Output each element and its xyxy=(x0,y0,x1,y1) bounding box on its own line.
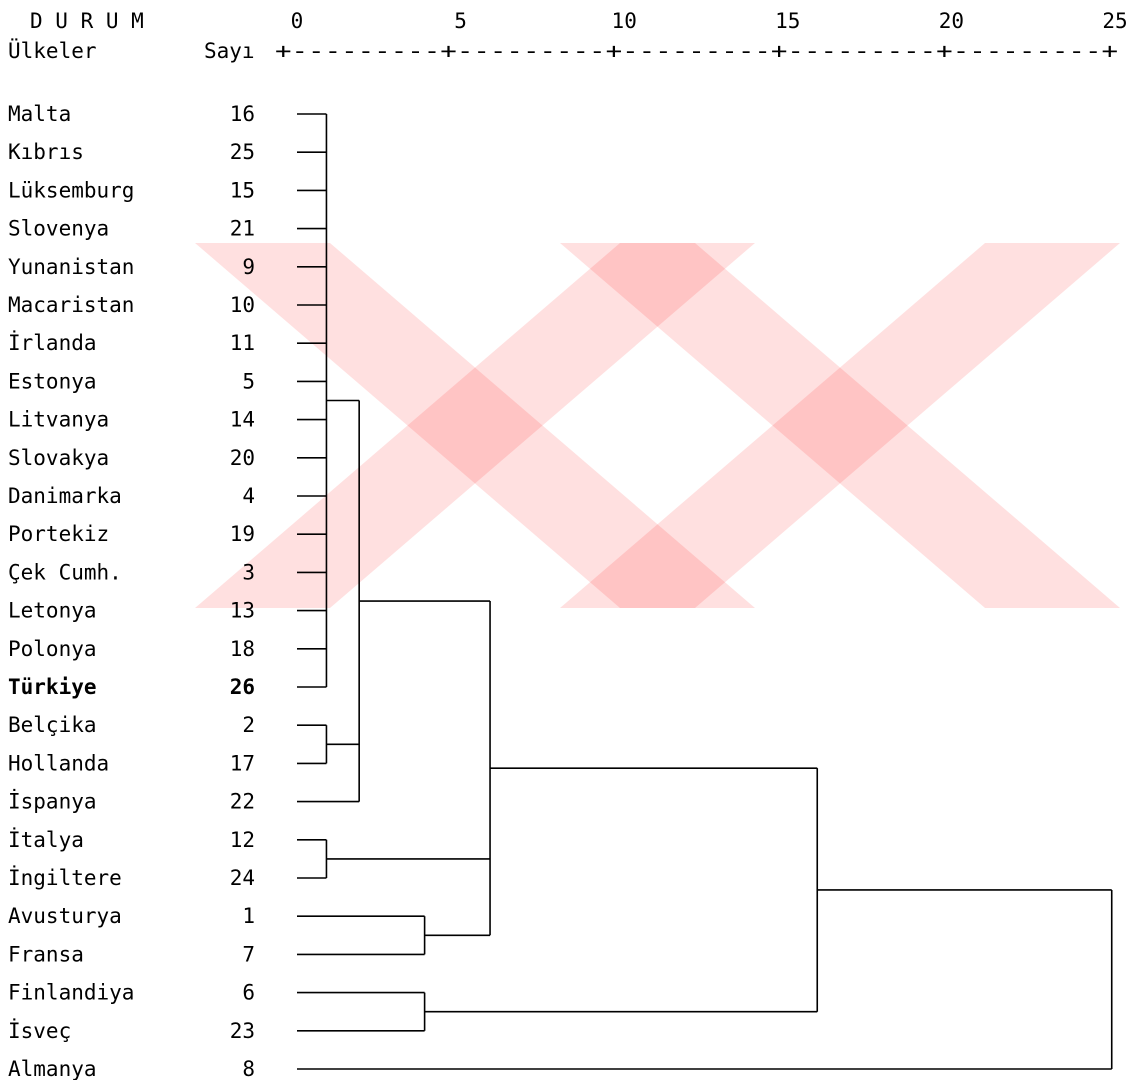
x-tick-labels: 0 5 10 15 20 25 xyxy=(291,9,1128,33)
leaf-case-number: 10 xyxy=(230,293,255,317)
leaf-country-label: Belçika xyxy=(8,713,97,737)
leaf-case-number: 4 xyxy=(242,484,255,508)
leaf-country-label: Finlandiya xyxy=(8,981,134,1005)
leaf-case-number: 25 xyxy=(230,140,255,164)
leaf-case-number: 3 xyxy=(242,560,255,584)
leaf-case-number: 12 xyxy=(230,828,255,852)
leaf-case-number: 6 xyxy=(242,981,255,1005)
leaf-case-number: 5 xyxy=(242,369,255,393)
leaf-case-number: 11 xyxy=(230,331,255,355)
x-tick-label: 15 xyxy=(775,9,800,33)
leaf-case-number: 18 xyxy=(230,637,255,661)
leaf-country-label: İtalya xyxy=(8,827,84,852)
leaf-case-number: 16 xyxy=(230,102,255,126)
axis-ruler: +---------+---------+---------+---------… xyxy=(275,39,1118,63)
header-title: D U R U M xyxy=(30,9,144,33)
dendrogram-links xyxy=(297,113,1113,1070)
leaf-country-label: Çek Cumh. xyxy=(8,560,122,584)
leaf-country-label: Litvanya xyxy=(8,408,109,432)
leaf-case-number: 26 xyxy=(230,675,255,699)
leaf-country-label: Lüksemburg xyxy=(8,178,134,202)
leaf-case-number: 7 xyxy=(242,942,255,966)
leaf-country-label: Hollanda xyxy=(8,751,109,775)
leaf-case-number: 21 xyxy=(230,217,255,241)
leaf-case-number: 20 xyxy=(230,446,255,470)
leaf-country-label: Polonya xyxy=(8,637,97,661)
leaf-country-label: Kıbrıs xyxy=(8,140,84,164)
leaf-case-number: 23 xyxy=(230,1019,255,1043)
leaf-country-label: Danimarka xyxy=(8,484,122,508)
leaf-country-label: Slovenya xyxy=(8,217,109,241)
leaf-case-number: 24 xyxy=(230,866,255,890)
leaf-case-number: 14 xyxy=(230,408,255,432)
leaf-case-number: 15 xyxy=(230,178,255,202)
leaf-country-label: Estonya xyxy=(8,369,97,393)
leaf-country-label: Macaristan xyxy=(8,293,134,317)
leaf-case-number: 19 xyxy=(230,522,255,546)
leaf-country-label: Yunanistan xyxy=(8,255,134,279)
leaf-country-label: İrlanda xyxy=(8,330,97,355)
leaf-country-label: Avusturya xyxy=(8,904,122,928)
leaf-country-label: İngiltere xyxy=(8,865,122,890)
x-tick-label: 20 xyxy=(939,9,964,33)
leaf-country-label: İsveç xyxy=(8,1018,71,1043)
leaf-case-number: 8 xyxy=(242,1057,255,1080)
leaf-case-number: 2 xyxy=(242,713,255,737)
leaf-case-number: 17 xyxy=(230,751,255,775)
x-tick-label: 25 xyxy=(1102,9,1127,33)
leaf-country-label: Portekiz xyxy=(8,522,109,546)
leaf-country-label: Slovakya xyxy=(8,446,109,470)
leaf-country-label: İspanya xyxy=(8,789,97,814)
leaf-country-label: Malta xyxy=(8,102,71,126)
x-tick-label: 5 xyxy=(454,9,467,33)
leaf-case-number: 9 xyxy=(242,255,255,279)
leaf-country-label: Almanya xyxy=(8,1057,97,1080)
x-tick-label: 0 xyxy=(291,9,304,33)
header-number-label: Sayı xyxy=(204,39,255,63)
x-tick-label: 10 xyxy=(612,9,637,33)
leaf-case-number: 1 xyxy=(242,904,255,928)
leaf-case-number: 13 xyxy=(230,599,255,623)
leaf-case-number: 22 xyxy=(230,790,255,814)
leaf-country-label: Türkiye xyxy=(8,675,97,699)
leaf-country-label: Letonya xyxy=(8,599,97,623)
header-countries-label: Ülkeler xyxy=(8,38,97,63)
leaf-country-label: Fransa xyxy=(8,942,84,966)
watermark-logo xyxy=(195,243,1120,608)
